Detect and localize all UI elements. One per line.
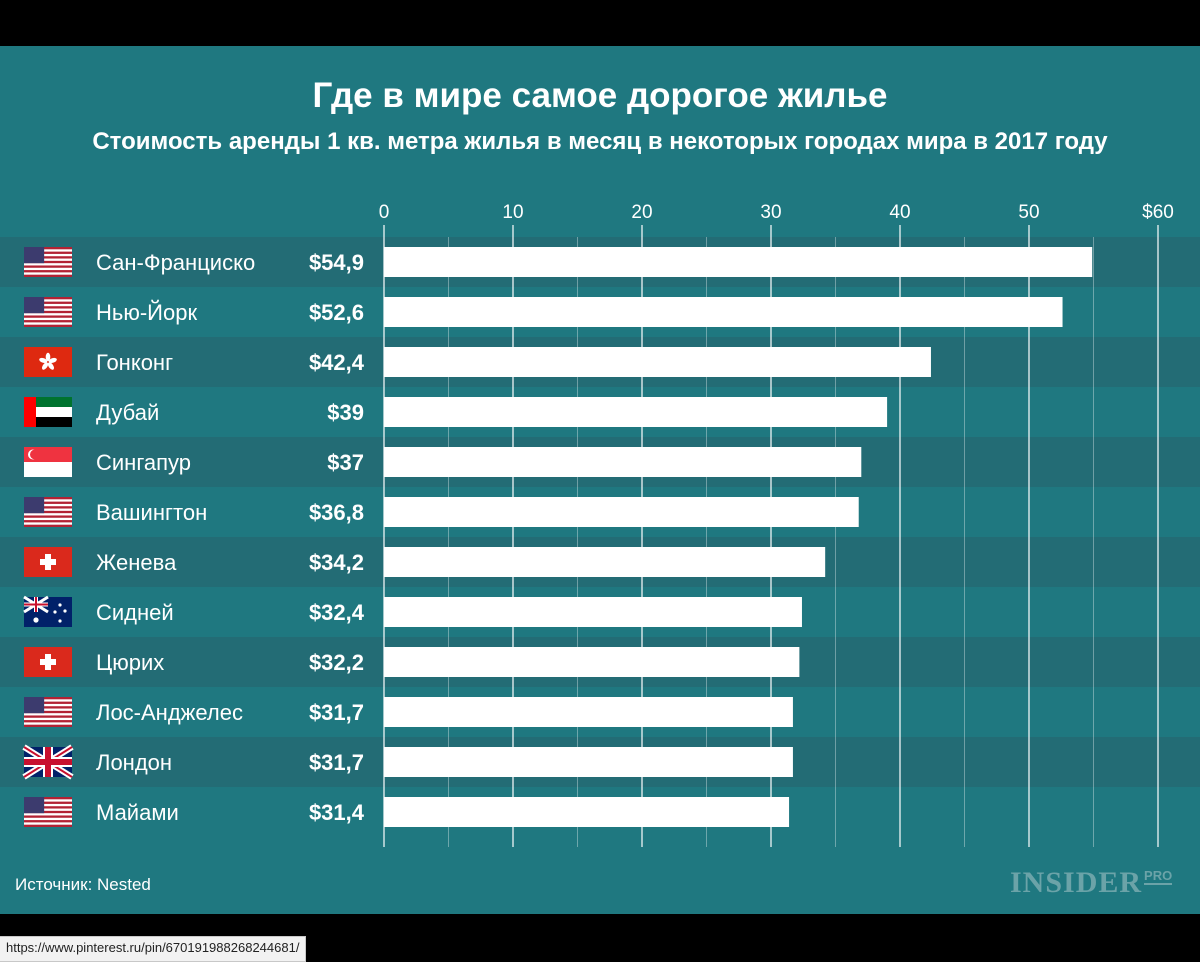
- x-tick-label: 30: [760, 202, 781, 223]
- city-label: Дубай: [96, 400, 159, 425]
- insider-pro-logo: INSIDER PRO: [1010, 866, 1173, 900]
- logo-subtext: PRO: [1144, 868, 1173, 885]
- us-flag-icon: [24, 247, 72, 277]
- bar-chart: 0 10 20 30 40 50 $60 Сан-Франциско $54,9 Нью-Йорк…: [0, 202, 1200, 847]
- bar: [384, 397, 888, 427]
- city-label: Лос-Анджелес: [96, 700, 243, 725]
- bar: [384, 697, 793, 727]
- x-tick-label: 50: [1018, 202, 1039, 223]
- us-flag-icon: [24, 797, 72, 827]
- value-label: $52,6: [309, 300, 364, 325]
- bar: [384, 597, 802, 627]
- gb-flag-icon: [22, 744, 74, 780]
- us-flag-icon: [24, 297, 72, 327]
- value-label: $31,7: [309, 700, 364, 725]
- x-tick-label: 40: [889, 202, 910, 223]
- bar: [384, 647, 800, 677]
- value-label: $32,4: [309, 600, 365, 625]
- city-label: Вашингтон: [96, 500, 207, 525]
- x-tick-label: 0: [379, 202, 390, 223]
- city-label: Лондон: [96, 750, 172, 775]
- city-label: Гонконг: [96, 350, 173, 375]
- source-note: Источник: Nested: [15, 875, 151, 894]
- city-label: Сингапур: [96, 450, 191, 475]
- value-label: $42,4: [309, 350, 365, 375]
- value-label: $32,2: [309, 650, 364, 675]
- value-label: $54,9: [309, 250, 364, 275]
- city-label: Нью-Йорк: [96, 300, 197, 325]
- x-tick-label: $60: [1142, 202, 1174, 223]
- au-flag-icon: [23, 595, 72, 627]
- city-label: Сидней: [96, 600, 174, 625]
- sg-flag-icon: [24, 447, 72, 477]
- bar: [384, 547, 826, 577]
- value-label: $31,4: [309, 800, 365, 825]
- us-flag-icon: [24, 497, 72, 527]
- x-tick-label: 10: [502, 202, 523, 223]
- logo-text: INSIDER: [1010, 866, 1143, 899]
- bar: [384, 347, 931, 377]
- city-label: Сан-Франциско: [96, 250, 255, 275]
- value-label: $37: [327, 450, 364, 475]
- city-label: Женева: [96, 550, 177, 575]
- ch-flag-icon: [24, 647, 72, 677]
- chart-subtitle: Стоимость аренды 1 кв. метра жилья в мес…: [92, 128, 1108, 155]
- value-label: $31,7: [309, 750, 364, 775]
- ch-flag-icon: [24, 547, 72, 577]
- ae-flag-icon: [24, 397, 72, 427]
- value-label: $39: [327, 400, 364, 425]
- us-flag-icon: [24, 697, 72, 727]
- value-label: $36,8: [309, 500, 364, 525]
- status-url[interactable]: https://www.pinterest.ru/pin/67019198826…: [0, 936, 307, 962]
- bar: [384, 447, 862, 477]
- value-label: $34,2: [309, 550, 364, 575]
- hk-flag-icon: [24, 347, 72, 377]
- city-label: Майами: [96, 800, 179, 825]
- chart-title: Где в мире самое дорогое жилье: [312, 76, 888, 115]
- bar: [384, 247, 1093, 277]
- city-label: Цюрих: [96, 650, 164, 675]
- bar: [384, 297, 1063, 327]
- bar: [384, 797, 790, 827]
- bar: [384, 747, 793, 777]
- bar: [384, 497, 859, 527]
- x-tick-label: 20: [631, 202, 652, 223]
